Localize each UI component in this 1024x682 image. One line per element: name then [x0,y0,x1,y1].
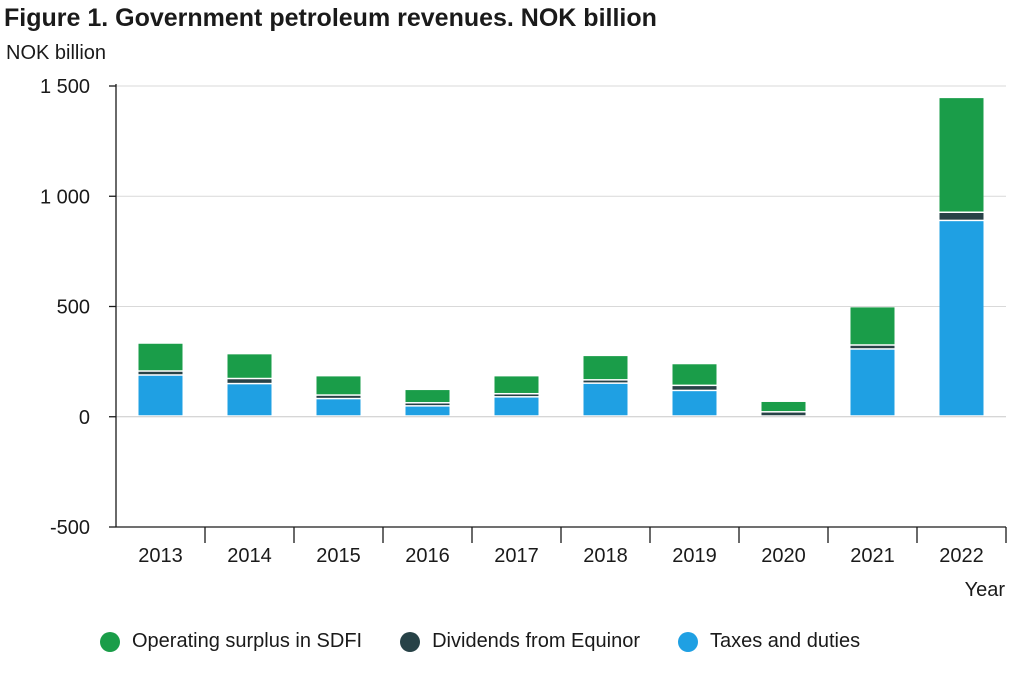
axes: -500 0 500 1 000 1 500 2013 2014 2015 2016 2017 20… [40,76,1007,567]
y-axis-label: NOK billion [6,42,106,64]
legend-label: Dividends from Equinor [432,630,640,652]
x-tick-label: 2019 [672,545,717,567]
y-tick-label: 0 [79,407,90,429]
legend-label: Taxes and duties [709,630,861,652]
bar-segment [316,376,361,395]
gridlines [116,85,1006,418]
x-tick-label: 2022 [939,545,984,567]
bar-segment [850,307,895,345]
bar-segment [405,403,450,406]
x-tick-label: 2017 [494,545,539,567]
bar-segment [672,386,717,390]
legend-item-dividends[interactable]: Dividends from Equinor [400,630,640,653]
bar-segment [138,375,183,416]
bar-segment [138,371,183,375]
bar-segment [850,345,895,349]
bar-segment [405,406,450,416]
bar-segment [761,412,806,416]
bar-segment [583,356,628,380]
legend-swatch-operating-surplus [100,631,120,652]
bars [138,98,984,416]
bar-segment [494,397,539,416]
bar-segment [672,364,717,385]
bar-segment [850,349,895,416]
x-tick-label: 2014 [227,545,272,567]
x-tick-label: 2020 [761,545,806,567]
x-tick-label: 2018 [583,545,628,567]
legend-swatch-taxes [677,631,698,652]
bar-segment [227,384,272,416]
bar-segment [494,394,539,397]
y-tick-label: 1 500 [40,76,90,98]
bar-segment [939,221,984,416]
x-tick-label: 2016 [405,545,450,567]
bar-segment [405,390,450,403]
bar-segment [583,383,628,416]
bar-segment [316,395,361,398]
bar-segment [939,98,984,212]
bar-segment [138,343,183,371]
x-tick-label: 2021 [850,545,895,567]
x-axis-label: Year [965,579,1006,601]
bar-segment [761,401,806,412]
legend-item-operating-surplus[interactable]: Operating surplus in SDFI [100,630,362,653]
legend-item-taxes[interactable]: Taxes and duties [677,630,861,653]
bar-segment [939,213,984,220]
y-tick-label: 1 000 [40,186,90,208]
x-tick-label: 2013 [138,545,183,567]
legend: Operating surplus in SDFI Dividends from… [100,630,860,653]
chart-title: Figure 1. Government petroleum revenues.… [4,4,657,32]
bar-segment [227,354,272,378]
bar-segment [494,376,539,393]
legend-swatch-dividends [400,631,421,652]
bar-segment [316,399,361,416]
y-tick-label: -500 [50,517,90,539]
bar-segment [672,391,717,416]
bar-segment [227,379,272,383]
bar-segment [583,380,628,383]
x-tick-label: 2015 [316,545,361,567]
legend-label: Operating surplus in SDFI [132,630,363,652]
y-tick-label: 500 [57,297,90,319]
